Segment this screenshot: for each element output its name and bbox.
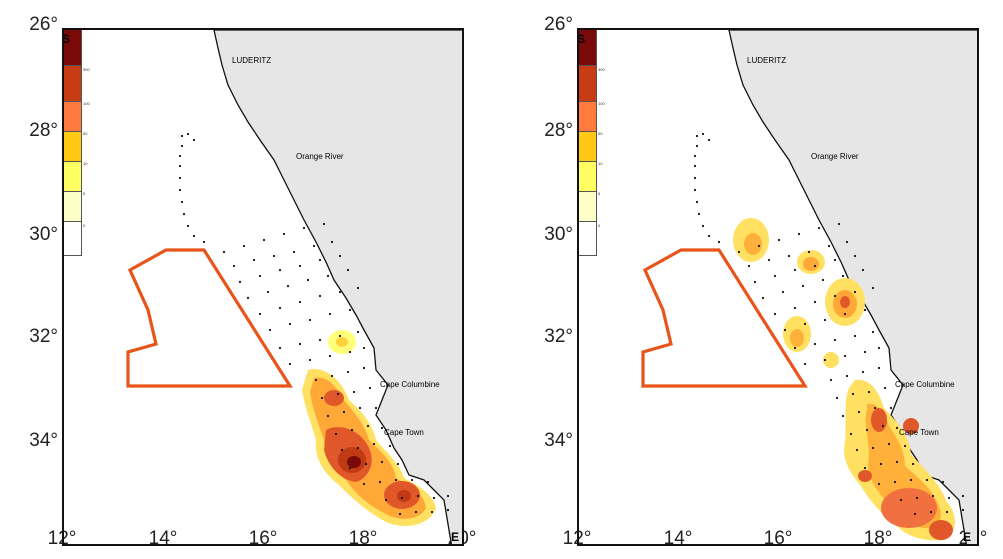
legend-swatch	[64, 66, 82, 102]
corner-letter-top: S	[62, 32, 71, 46]
density-blob	[347, 456, 361, 468]
place-luderitz: LUDERITZ	[747, 56, 787, 65]
legend-swatch	[64, 162, 82, 192]
density-blob	[744, 233, 762, 255]
lat-label-34: 34°	[544, 430, 573, 451]
density-blob	[929, 520, 953, 540]
legend-swatch	[579, 192, 597, 222]
station-dots	[178, 132, 450, 516]
legend-swatch	[579, 30, 597, 66]
place-cape-town: Cape Town	[899, 428, 939, 437]
place-cape-columbine: Cape Columbine	[380, 380, 440, 389]
corner-letter-bottom: E	[963, 530, 972, 544]
legend-swatch	[579, 66, 597, 102]
density-blob	[903, 418, 919, 434]
map-frame: 300 100 50 10 5 0 S E LUDERITZ Orange Ri…	[577, 28, 979, 546]
legend-swatch	[64, 222, 82, 256]
legend	[64, 30, 82, 256]
legend-tick: 0	[83, 223, 86, 228]
density-blob	[803, 257, 819, 271]
land-area	[728, 30, 977, 544]
density-blob	[336, 337, 348, 347]
density-blob	[858, 470, 872, 482]
legend-tick: 50	[83, 131, 88, 136]
density-blob	[840, 296, 850, 308]
place-luderitz: LUDERITZ	[232, 56, 272, 65]
lon-label-18: 18°	[863, 528, 893, 549]
lat-label-28: 28°	[29, 120, 58, 141]
legend-swatch	[579, 162, 597, 192]
lon-label-12: 12°	[47, 528, 77, 549]
study-area-outline	[641, 248, 808, 388]
legend-swatch	[64, 102, 82, 132]
land-area	[213, 30, 462, 544]
legend-tick: 100	[598, 101, 605, 106]
lat-label-32: 32°	[29, 326, 58, 347]
legend-tick: 5	[598, 191, 601, 196]
legend-tick: 10	[83, 161, 88, 166]
lon-label-12: 12°	[562, 528, 592, 549]
legend-swatch	[579, 102, 597, 132]
place-cape-town: Cape Town	[384, 428, 424, 437]
lat-label-28: 28°	[544, 120, 573, 141]
legend-tick: 0	[598, 223, 601, 228]
density-blob	[871, 408, 887, 432]
legend-tick: 10	[598, 161, 603, 166]
map-canvas	[641, 30, 977, 544]
lat-label-34: 34°	[29, 430, 58, 451]
lon-label-16: 16°	[763, 528, 793, 549]
density-blob	[881, 488, 937, 528]
map-panel-right: 26° 28° 30° 32° 34° 12° 14° 16° 18° 20°	[515, 0, 1003, 559]
lat-label-26: 26°	[544, 14, 573, 35]
corner-letter-bottom: E	[451, 530, 460, 544]
legend-swatch	[579, 132, 597, 162]
place-orange-river: Orange River	[811, 152, 859, 161]
lat-label-26: 26°	[29, 14, 58, 35]
legend-tick: 300	[598, 67, 605, 72]
density-blob	[324, 390, 344, 406]
lon-label-14: 14°	[663, 528, 693, 549]
corner-letter-top: S	[577, 32, 586, 46]
density-blob	[397, 490, 411, 502]
legend-swatch	[64, 132, 82, 162]
legend-tick: 50	[598, 131, 603, 136]
legend-tick: 300	[83, 67, 90, 72]
legend	[579, 30, 597, 256]
map-canvas	[126, 30, 462, 544]
lat-label-30: 30°	[544, 224, 573, 245]
lon-label-14: 14°	[148, 528, 178, 549]
lon-label-16: 16°	[248, 528, 278, 549]
density-blob	[790, 329, 804, 347]
map-panel-left: 26° 28° 30° 32° 34° 12° 14° 16° 18° 20°	[0, 0, 490, 559]
lat-label-32: 32°	[544, 326, 573, 347]
density-blob	[823, 352, 839, 368]
legend-swatch	[64, 192, 82, 222]
place-cape-columbine: Cape Columbine	[895, 380, 955, 389]
legend-swatch	[579, 222, 597, 256]
legend-tick: 100	[83, 101, 90, 106]
legend-tick: 5	[83, 191, 86, 196]
station-dots	[693, 132, 965, 516]
lat-label-30: 30°	[29, 224, 58, 245]
map-frame: 300 100 50 10 5 0 S E LUDERITZ Orange Ri…	[62, 28, 464, 546]
study-area-outline	[126, 248, 293, 388]
lon-label-18: 18°	[348, 528, 378, 549]
place-orange-river: Orange River	[296, 152, 344, 161]
legend-swatch	[64, 30, 82, 66]
